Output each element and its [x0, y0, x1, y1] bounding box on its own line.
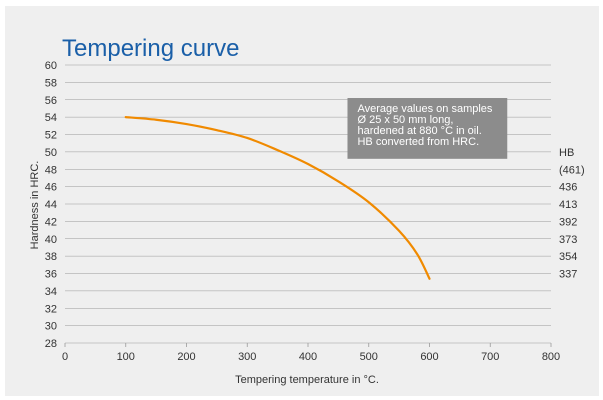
- x-tick-label: 400: [299, 351, 317, 363]
- chart-title: Tempering curve: [62, 35, 239, 62]
- hb-tick-label: (461): [559, 164, 585, 176]
- x-tick-label: 700: [481, 351, 499, 363]
- y-tick-label: 44: [45, 199, 57, 211]
- y-tick-label: 30: [45, 321, 57, 333]
- hb-scale-title: HB: [559, 147, 574, 159]
- x-axis-label: Tempering temperature in °C.: [235, 374, 379, 386]
- hb-tick-label: 436: [559, 182, 577, 194]
- y-tick-label: 42: [45, 216, 57, 228]
- hb-tick-label: 373: [559, 234, 577, 246]
- y-tick-label: 52: [45, 130, 57, 142]
- y-tick-label: 34: [45, 286, 57, 298]
- y-tick-label: 48: [45, 164, 57, 176]
- x-tick-label: 800: [542, 351, 560, 363]
- y-tick-label: 46: [45, 182, 57, 194]
- y-tick-label: 58: [45, 77, 57, 89]
- x-tick-label: 300: [238, 351, 256, 363]
- y-tick-label: 60: [45, 60, 57, 72]
- y-tick-label: 50: [45, 147, 57, 159]
- annotation-line: Average values on samples: [357, 103, 492, 115]
- hb-tick-label: 354: [559, 251, 577, 263]
- hb-tick-label: 413: [559, 199, 577, 211]
- y-tick-label: 56: [45, 95, 57, 107]
- y-axis-label: Hardness in HRC.: [29, 161, 41, 250]
- y-tick-label: 36: [45, 269, 57, 281]
- hardness-curve: [124, 116, 431, 280]
- x-tick-label: 200: [177, 351, 195, 363]
- annotation-line: Ø 25 x 50 mm long,: [357, 114, 453, 126]
- x-tick-label: 600: [420, 351, 438, 363]
- x-tick-label: 500: [360, 351, 378, 363]
- y-tick-label: 54: [45, 112, 57, 124]
- hb-tick-label: 337: [559, 269, 577, 281]
- y-tick-label: 28: [45, 338, 57, 350]
- x-tick-label: 0: [62, 351, 68, 363]
- hb-tick-label: 392: [559, 216, 577, 228]
- y-tick-label: 32: [45, 303, 57, 315]
- x-tick-label: 100: [117, 351, 135, 363]
- y-tick-label: 40: [45, 234, 57, 246]
- y-tick-label: 38: [45, 251, 57, 263]
- annotation-line: hardened at 880 °C in oil.: [357, 125, 481, 137]
- chart-panel: [5, 6, 599, 396]
- annotation-box: [347, 98, 508, 159]
- annotation-line: HB converted from HRC.: [357, 136, 479, 148]
